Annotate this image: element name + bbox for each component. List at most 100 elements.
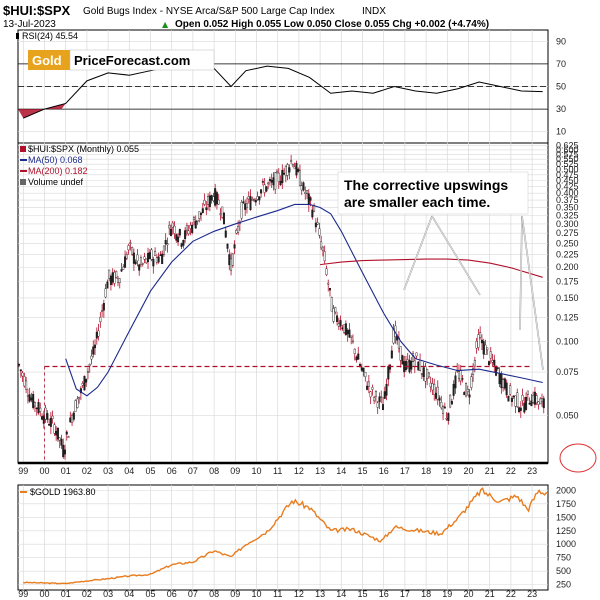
x-tick-label: 04 <box>124 466 134 476</box>
price-candle <box>535 395 538 404</box>
chart-index-name: Gold Bugs Index - NYSE Arca/S&P 500 Larg… <box>83 6 335 17</box>
price-candle <box>486 347 489 351</box>
price-candle <box>389 364 392 370</box>
price-candle <box>268 179 271 181</box>
price-candle <box>147 253 150 263</box>
price-candle <box>288 167 291 173</box>
main-tick-label: 0.625 <box>556 141 579 151</box>
price-candle <box>182 240 185 246</box>
price-candle <box>210 195 213 201</box>
price-candle <box>71 415 74 423</box>
price-candle <box>104 288 107 298</box>
price-candle <box>399 346 402 361</box>
price-candle <box>150 249 153 260</box>
x-tick-label: 08 <box>209 466 219 476</box>
price-candle <box>424 366 427 382</box>
price-candle <box>281 170 284 184</box>
price-candle <box>184 230 187 240</box>
main-tick-label: 0.125 <box>556 312 579 322</box>
price-candle <box>380 396 383 398</box>
price-candle <box>523 402 526 413</box>
rsi-title: RSI(24) 45.54 <box>22 31 78 41</box>
price-candle <box>297 168 300 172</box>
price-candle <box>39 407 42 412</box>
main-tick-label: 0.275 <box>556 228 579 238</box>
price-candle <box>433 384 436 395</box>
price-candle <box>214 188 217 206</box>
x-tick-label: 07 <box>188 466 198 476</box>
x-tick-label: 14 <box>336 466 346 476</box>
price-candle <box>198 211 201 219</box>
price-candle <box>526 390 529 395</box>
price-candle <box>369 391 372 398</box>
price-candle <box>139 257 142 265</box>
price-candle <box>148 252 151 259</box>
legend-price-swatch <box>20 146 26 152</box>
price-candle <box>76 398 79 408</box>
price-candle <box>26 395 29 397</box>
price-candle <box>291 164 294 167</box>
price-candle <box>406 359 409 363</box>
price-candle <box>85 378 88 383</box>
price-candle <box>33 402 36 407</box>
price-candle <box>41 416 44 420</box>
x-tick-label-gold: 16 <box>379 589 389 599</box>
price-candle <box>440 402 443 409</box>
price-candle <box>228 254 231 266</box>
price-candle <box>475 341 478 349</box>
x-tick-label: 17 <box>400 466 410 476</box>
x-tick-label: 13 <box>315 466 325 476</box>
price-candle <box>442 406 445 414</box>
price-candle <box>461 378 464 380</box>
rsi-line <box>23 63 543 119</box>
price-candle <box>219 213 222 215</box>
price-candle <box>132 252 135 264</box>
price-candle <box>249 196 252 211</box>
price-candle <box>466 389 469 393</box>
price-candle <box>528 402 531 405</box>
gold-tick-label: 1250 <box>556 526 576 536</box>
price-candle <box>270 179 273 183</box>
x-tick-label: 09 <box>230 466 240 476</box>
x-tick-label-gold: 14 <box>336 589 346 599</box>
price-candle <box>419 360 422 371</box>
price-candle <box>260 189 263 194</box>
ma200-line <box>320 258 543 278</box>
price-candle <box>290 160 293 162</box>
price-candle <box>533 391 536 405</box>
x-tick-label: 23 <box>527 466 537 476</box>
main-tick-label: 0.050 <box>556 410 579 420</box>
price-candle <box>168 224 171 229</box>
annotation-arrow-inner <box>431 215 481 296</box>
price-candle <box>311 209 314 218</box>
price-candle <box>30 397 33 401</box>
price-candle <box>498 373 501 385</box>
price-candle <box>113 272 116 284</box>
price-candle <box>267 182 270 185</box>
price-candle <box>124 256 127 268</box>
price-candle <box>542 398 545 409</box>
x-tick-label-gold: 09 <box>230 589 240 599</box>
x-tick-label: 15 <box>357 466 367 476</box>
price-candle <box>339 320 342 327</box>
price-candle <box>452 383 455 396</box>
main-tick-label: 0.250 <box>556 238 579 248</box>
gold-tick-label: 1000 <box>556 539 576 549</box>
price-candle <box>509 385 512 395</box>
price-candle <box>49 417 52 427</box>
price-candle <box>518 407 521 413</box>
x-tick-label-gold: 13 <box>315 589 325 599</box>
price-candle <box>187 230 190 235</box>
price-candle <box>115 270 118 278</box>
main-tick-label: 0.225 <box>556 250 579 260</box>
ohlc-up-arrow-icon: ▲ <box>162 20 169 29</box>
price-candle <box>496 367 499 369</box>
price-candle <box>318 228 321 236</box>
price-candle <box>35 407 38 410</box>
price-candle <box>401 355 404 365</box>
main-tick-label: 0.425 <box>556 182 579 192</box>
x-tick-label-gold: 15 <box>357 589 367 599</box>
x-tick-label-gold: 03 <box>103 589 113 599</box>
price-candle <box>519 407 522 411</box>
price-candle <box>155 257 158 263</box>
